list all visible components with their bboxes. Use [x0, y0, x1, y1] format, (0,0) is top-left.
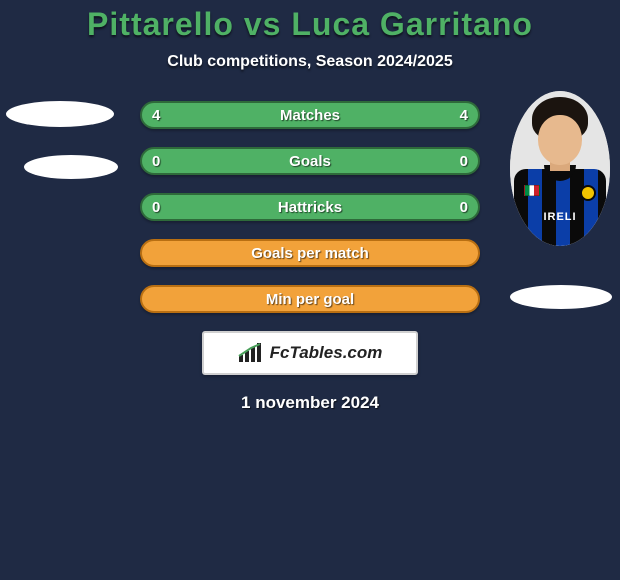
stat-label: Hattricks [142, 199, 478, 216]
stat-label: Matches [142, 107, 478, 124]
stat-bars: 4 Matches 4 0 Goals 0 0 Hattricks 0 Goal… [140, 101, 480, 313]
stat-label: Goals [142, 153, 478, 170]
club-badge-icon [580, 185, 596, 201]
page-title: Pittarello vs Luca Garritano [0, 0, 620, 43]
stat-left-value: 4 [152, 107, 160, 124]
right-avatar-placeholder [510, 285, 612, 309]
brand-box: FcTables.com [202, 331, 418, 375]
bar-chart-icon [238, 343, 264, 363]
italy-flag-icon [524, 185, 540, 196]
stat-right-value: 0 [460, 153, 468, 170]
comparison-stage: IRELI 4 Matches 4 0 Goals 0 0 Hattricks … [0, 101, 620, 413]
left-avatar-placeholder-2 [24, 155, 118, 179]
stat-bar-goals-per-match: Goals per match [140, 239, 480, 267]
stat-bar-matches: 4 Matches 4 [140, 101, 480, 129]
stat-bar-min-per-goal: Min per goal [140, 285, 480, 313]
right-player-avatar: IRELI [510, 91, 610, 246]
stat-bar-goals: 0 Goals 0 [140, 147, 480, 175]
brand-text: FcTables.com [270, 343, 383, 363]
left-avatar-placeholder-1 [6, 101, 114, 127]
stat-right-value: 4 [460, 107, 468, 124]
right-player-illustration: IRELI [510, 91, 610, 246]
date-text: 1 november 2024 [0, 393, 620, 413]
stat-left-value: 0 [152, 153, 160, 170]
stat-label: Min per goal [142, 291, 478, 308]
stat-left-value: 0 [152, 199, 160, 216]
stat-label: Goals per match [142, 245, 478, 262]
stat-right-value: 0 [460, 199, 468, 216]
shirt-sponsor-text: IRELI [510, 211, 610, 223]
stat-bar-hattricks: 0 Hattricks 0 [140, 193, 480, 221]
page-subtitle: Club competitions, Season 2024/2025 [0, 53, 620, 71]
